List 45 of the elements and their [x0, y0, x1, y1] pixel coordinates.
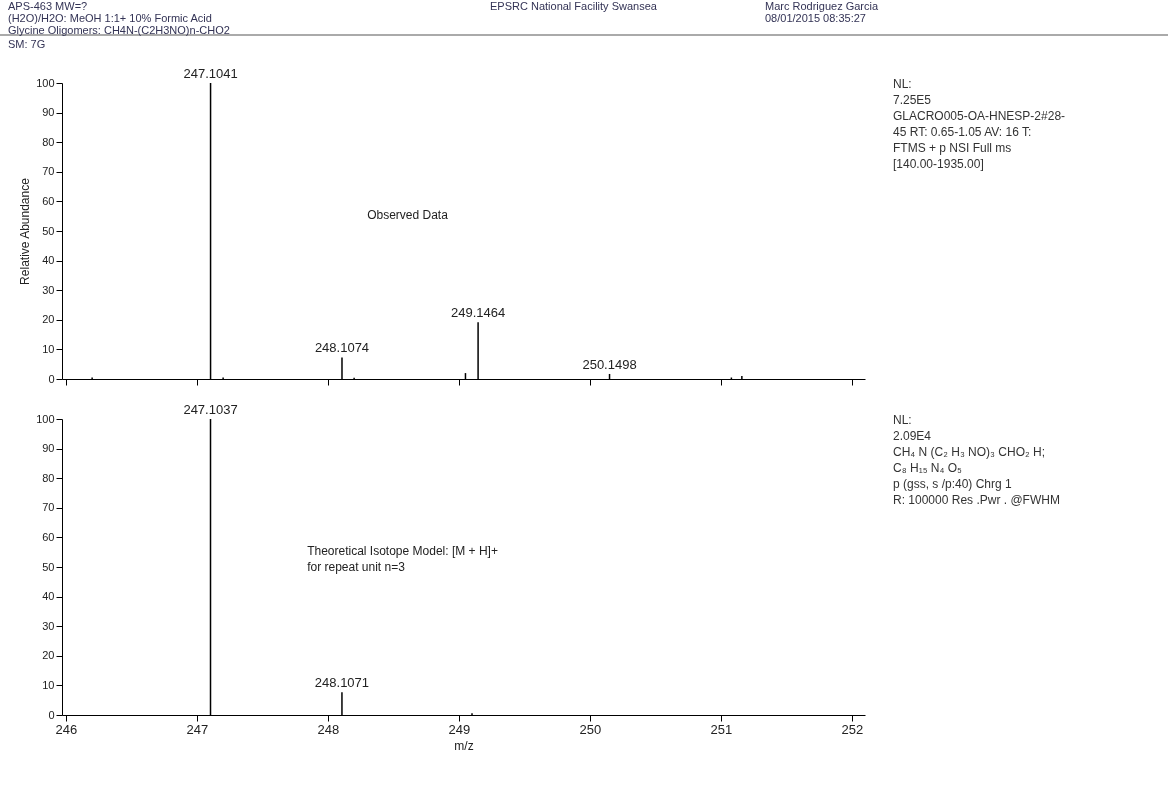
y-tick-label: 30: [42, 619, 55, 632]
y-tick-label: 80: [42, 471, 55, 484]
y-tick-label: 0: [48, 372, 55, 385]
x-tick-label: 251: [710, 721, 733, 737]
annotation: 250.1498: [582, 356, 637, 372]
y-tick-label: 90: [42, 442, 55, 455]
annotation: Theoretical Isotope Model: [M + H]+ for repeat unit n=3: [307, 544, 498, 575]
y-tick-label: 10: [42, 342, 55, 355]
y-tick-label: 50: [42, 560, 55, 573]
annotation: 248.1074: [314, 340, 370, 356]
text: EPSRC National Facility Swansea: [490, 0, 657, 12]
annotation: 247.1041: [183, 66, 238, 81]
x-tick-label: 249: [448, 721, 471, 737]
y-tick-label: 40: [42, 254, 55, 267]
y-tick-label: 80: [42, 135, 55, 148]
annotation: Observed Data: [367, 208, 449, 223]
y-tick-label: 100: [36, 412, 55, 425]
annotation: 247.1037: [183, 402, 238, 417]
y-tick-label: 10: [42, 678, 55, 691]
x-tick-label: 248: [317, 721, 340, 737]
x-tick-label: 247: [186, 721, 209, 737]
y-tick-label: 0: [48, 708, 55, 721]
text: SM: 7G: [7, 37, 47, 52]
x-tick-label: 246: [55, 721, 78, 737]
y-tick-label: 60: [42, 530, 55, 543]
y-tick-label: 50: [42, 224, 55, 237]
annotation: 248.1071: [314, 675, 370, 691]
text: NL: 7.25E5 GLACRO005-OA-HNESP-2#28- 45 RT: 0.65-1.05 AV: 16 T: FTMS + p NSI Full ms [140.00-1935.00]: [893, 77, 1066, 171]
y-tick-label: 20: [42, 313, 55, 326]
y-tick-label: 30: [42, 283, 55, 296]
text: NL: 2.09E4 CH₄ N (C₂ H₃ NO)₃ CHO₂ H; C₈ H₁₅ N₄ O₅ p (gss, s /p:40) Chrg 1 R: 100000 Res .Pwr . @FWHM: [893, 413, 1060, 507]
x-axis-title: m/z: [454, 738, 474, 753]
text: Marc Rodriguez Garcia 08/01/2015 08:35:27: [765, 0, 879, 24]
y-tick-label: 60: [42, 194, 55, 207]
text: APS-463 MW=? (H2O)/H2O: MeOH 1:1+ 10% Formic Acid Glycine Oligomers: CH4N-(C2H3NO)n-CHO2: [8, 0, 230, 36]
y-tick-label: 90: [42, 106, 55, 119]
y-tick-label: 20: [42, 649, 55, 662]
y-tick-label: 70: [42, 501, 55, 514]
y-axis-title: Relative Abundance: [18, 177, 33, 285]
x-tick-label: 252: [841, 721, 864, 737]
y-tick-label: 100: [36, 76, 55, 89]
x-tick-label: 250: [579, 721, 602, 737]
y-tick-label: 40: [42, 590, 55, 603]
y-tick-label: 70: [42, 165, 55, 178]
annotation: 249.1464: [450, 305, 506, 321]
